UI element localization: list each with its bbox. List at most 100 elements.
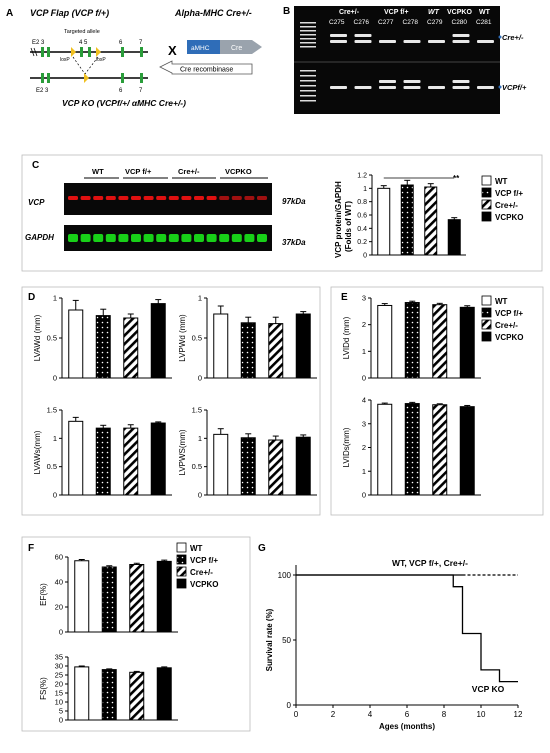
chart-lvids: 0 1 2 3 4 LVIDs(mm) (342, 396, 481, 500)
bar (74, 666, 90, 721)
y-tick-label: 5 (59, 707, 63, 716)
a-exon (140, 73, 143, 83)
a-amhc: aMHC (191, 45, 210, 52)
b-ladder-band (300, 90, 316, 92)
bar (156, 667, 172, 721)
y-tick-label: 0.5 (47, 334, 57, 343)
c-vcp-band (206, 196, 217, 200)
b-group-1: Cre+/- (339, 9, 360, 16)
bar (432, 404, 448, 496)
legend-label: Cre+/- (190, 568, 213, 577)
legend-swatch (481, 187, 492, 198)
a-exon (121, 47, 124, 57)
bar (150, 303, 166, 379)
y-tick-label: 30 (55, 662, 63, 671)
charts: 0 0.2 0.4 0.6 0.8 1 1.2 0 0.5 1 LVAWd (mm) 0 0.5 1 LVP… (33, 173, 523, 732)
bar (123, 317, 139, 379)
a-top-exon-left: E2 3 (32, 40, 45, 46)
c-ylabel-1: VCP protein/GAPDH (334, 181, 343, 258)
bar (447, 219, 461, 256)
a-amhc-box (187, 40, 220, 54)
a-title-right: Alpha-MHC Cre+/- (174, 8, 252, 18)
bar (95, 315, 111, 379)
a-cross: X (168, 43, 177, 58)
bar (68, 309, 84, 379)
legend-swatch (481, 199, 492, 210)
y-tick-label: 2 (362, 320, 366, 329)
panel-b: B Cre+/- VCP f/+ WT VCPKO WT C275 C276 C27… (283, 6, 527, 114)
legend-swatch (176, 578, 187, 589)
y-tick-label: 35 (55, 653, 63, 662)
bar (74, 560, 90, 633)
y-tick-label: 1 (198, 434, 202, 443)
d-frame (21, 286, 321, 516)
a-top-exon-45: 4 5 (79, 40, 88, 46)
b-row-label-vcp: VCPf/+ (502, 83, 527, 92)
a-recomb-line (72, 56, 86, 75)
c-sig: ** (453, 174, 460, 183)
c-gapdh-band (168, 234, 179, 242)
a-exon (121, 73, 124, 83)
b-ladder-band (300, 26, 316, 28)
b-lane-label: C276 (354, 19, 370, 26)
y-tick-label: 0 (362, 374, 366, 383)
b-ladder-band (300, 95, 316, 97)
chart-lvaws: 0 0.5 1 1.5 LVAWs(mm) (33, 406, 172, 500)
bar (240, 322, 256, 379)
bar (150, 422, 166, 496)
bar (123, 427, 139, 496)
c-gapdh-band (143, 234, 154, 242)
c-size-97: 97kDa (282, 197, 306, 206)
a-exon (80, 47, 83, 57)
legend-swatch (481, 211, 492, 222)
c-size-37: 37kDa (282, 238, 306, 247)
legend-swatch (176, 542, 187, 553)
legend: WT VCP f/+ Cre+/- VCPKO (481, 175, 523, 222)
b-band (379, 40, 396, 43)
c-vcp-band (156, 196, 167, 200)
b-band (477, 86, 494, 89)
panel-letter-d: D (28, 292, 35, 303)
y-tick-label: 20 (55, 603, 63, 612)
bar (240, 437, 256, 496)
b-ladder-band (300, 100, 316, 102)
chart-lvpwd: 0 0.5 1 LVPWd (mm) (178, 294, 317, 383)
bar (432, 304, 448, 379)
a-loxp-marker (84, 73, 89, 83)
legend-label: WT (495, 297, 508, 306)
b-band (452, 40, 470, 43)
y-tick-label: 25 (55, 671, 63, 680)
b-band (330, 40, 347, 43)
panel-letter-a: A (6, 8, 13, 19)
bar (459, 306, 475, 379)
a-bot-exon-6: 6 (119, 88, 123, 94)
c-bands (68, 196, 267, 242)
y-tick-label: 1 (198, 294, 202, 303)
legends: WT VCP f/+ Cre+/- VCPKO WT VCP f/+ Cre+/- VCPKO… (176, 175, 523, 589)
b-ladder-band (300, 22, 316, 24)
b-band (428, 86, 445, 89)
a-cre-recombinase: Cre recombinase (180, 67, 233, 74)
c-gapdh-band (194, 234, 204, 242)
y-tick-label: 20 (55, 680, 63, 689)
b-band (403, 86, 421, 89)
b-band (428, 40, 445, 43)
c-gapdh-band (131, 234, 141, 242)
b-band (452, 34, 470, 37)
y-tick-label: 0 (287, 701, 292, 710)
b-band (452, 86, 470, 89)
y-tick-label: 15 (55, 689, 63, 698)
b-band (403, 80, 421, 83)
b-lane-label: C275 (329, 19, 345, 26)
a-loxp-marker (71, 47, 76, 57)
bar (404, 403, 420, 496)
b-band (354, 86, 372, 89)
chart-g: 0 50 100 0 2 4 6 8 10 12 Ages (months) Survival rat… (265, 558, 523, 731)
a-cre-arrow (220, 40, 262, 54)
panel-letter-e: E (341, 292, 348, 303)
c-vcp-band (168, 196, 179, 200)
y-tick-label: 0.5 (192, 462, 202, 471)
y-tick-label: 1 (53, 434, 57, 443)
bar (400, 184, 414, 256)
